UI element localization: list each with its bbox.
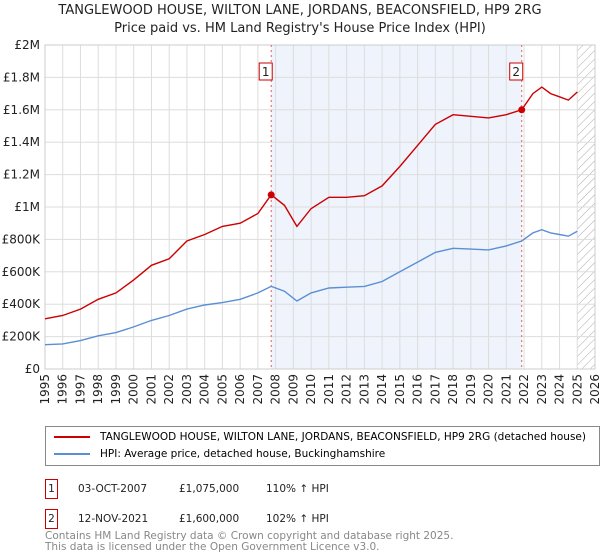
x-tick-label: 2020 — [482, 374, 496, 405]
series-line — [44, 86, 578, 320]
legend-item-hpi: HPI: Average price, detached house, Buck… — [54, 448, 385, 460]
plot-frame — [44, 44, 596, 370]
x-tick-label: 1996 — [56, 374, 70, 405]
y-tick-label: £1M — [14, 200, 40, 214]
sale-hpi: 102% ↑ HPI — [266, 513, 329, 525]
sale-price: £1,600,000 — [179, 513, 240, 525]
x-tick-label: 2025 — [570, 374, 584, 405]
y-tick-label: £1.8M — [3, 70, 40, 84]
sale-date: 12-NOV-2021 — [78, 513, 149, 525]
x-tick-label: 2000 — [127, 374, 141, 405]
x-tick-label: 2022 — [517, 374, 531, 405]
x-tick-label: 1997 — [73, 374, 87, 405]
x-tick-label: 2014 — [375, 374, 389, 405]
legend-item-property: TANGLEWOOD HOUSE, WILTON LANE, JORDANS, … — [54, 431, 586, 443]
x-tick-label: 2008 — [269, 374, 283, 405]
y-tick-label: £200K — [2, 330, 42, 344]
legend-swatch-blue — [54, 453, 90, 455]
sale-badge: 1 — [45, 479, 58, 499]
x-tick-label: 2023 — [535, 374, 549, 405]
sale-label-box — [258, 62, 273, 81]
line-chart: 1995 1996 1997 1998 1999 2000 2001 2002 2003 2004… — [2, 38, 600, 405]
footer-line-2: This data is licensed under the Open Gov… — [45, 541, 380, 553]
x-tick-label: 1999 — [109, 374, 123, 405]
y-tick-label: £0 — [25, 362, 40, 376]
y-tick-label: £400K — [2, 297, 42, 311]
x-tick-label: 2001 — [144, 374, 158, 405]
chart-title: TANGLEWOOD HOUSE, WILTON LANE, JORDANS, … — [58, 3, 542, 18]
sale-label: 1 — [262, 65, 270, 79]
x-tick-label: 2016 — [411, 374, 425, 405]
x-tick-label: 2019 — [464, 374, 478, 405]
x-tick-label: 2013 — [357, 374, 371, 405]
x-tick-label: 2011 — [322, 374, 336, 405]
legend: TANGLEWOOD HOUSE, WILTON LANE, JORDANS, … — [45, 426, 600, 466]
x-tick-label: 2021 — [499, 374, 513, 405]
y-tick-label: £2M — [14, 38, 40, 52]
x-tick-label: 2015 — [393, 374, 407, 405]
y-tick-label: £600K — [2, 265, 42, 279]
y-tick-label: £1.6M — [3, 103, 40, 117]
x-tick-label: 2009 — [286, 374, 300, 405]
x-tick-label: 2024 — [553, 374, 567, 405]
x-tick-label: 1998 — [91, 374, 105, 405]
x-tick-label: 2012 — [340, 374, 354, 405]
x-tick-label: 2018 — [446, 374, 460, 405]
sale-point — [518, 106, 526, 114]
y-tick-label: £1.2M — [3, 168, 40, 182]
sale-badge: 2 — [45, 509, 58, 529]
sale-date: 03-OCT-2007 — [78, 483, 147, 495]
sale-label-box — [509, 62, 524, 81]
x-tick-label: 2005 — [215, 374, 229, 405]
legend-label: TANGLEWOOD HOUSE, WILTON LANE, JORDANS, … — [100, 431, 586, 443]
x-tick-label: 2002 — [162, 374, 176, 405]
sale-hpi: 110% ↑ HPI — [266, 483, 329, 495]
legend-swatch-red — [54, 436, 90, 438]
x-tick-label: 1995 — [38, 374, 52, 405]
sale-label: 2 — [512, 65, 520, 79]
sale-point — [267, 191, 275, 199]
legend-label: HPI: Average price, detached house, Buck… — [100, 448, 386, 460]
y-tick-label: £800K — [2, 232, 42, 246]
x-tick-label: 2003 — [180, 374, 194, 405]
x-tick-label: 2010 — [304, 374, 318, 405]
footer: Contains HM Land Registry data © Crown c… — [45, 531, 453, 553]
x-tick-label: 2017 — [428, 374, 442, 405]
x-tick-label: 2007 — [251, 374, 265, 405]
chart-subtitle: Price paid vs. HM Land Registry's House … — [114, 21, 486, 36]
x-tick-label: 2006 — [233, 374, 247, 405]
sale-price: £1,075,000 — [179, 483, 240, 495]
x-tick-label: 2004 — [198, 374, 212, 405]
y-tick-label: £1.4M — [3, 135, 40, 149]
series-line — [44, 228, 578, 346]
x-tick-label: 2026 — [588, 374, 600, 405]
footer-line-1: Contains HM Land Registry data © Crown c… — [45, 530, 454, 542]
